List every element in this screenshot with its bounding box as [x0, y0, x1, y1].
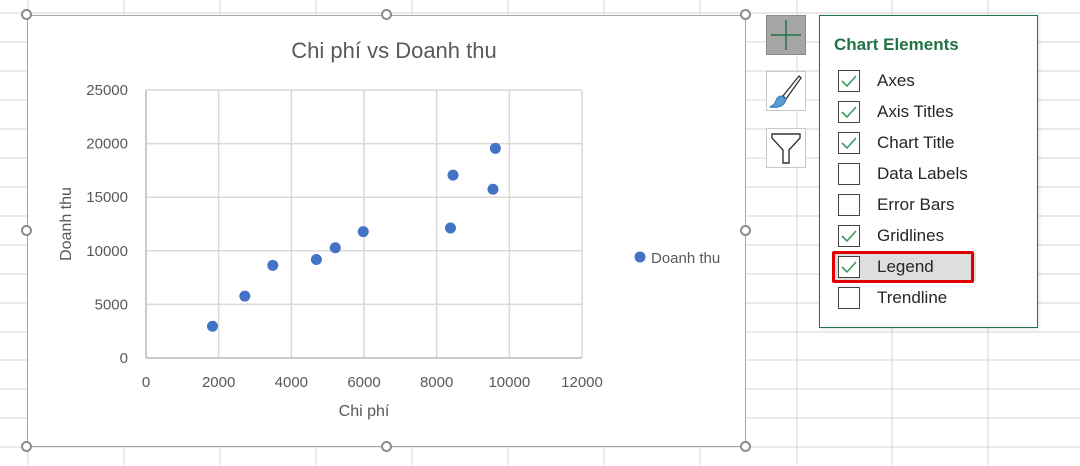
chart-element-gridlines[interactable]: Gridlines: [833, 222, 976, 250]
plus-icon: [771, 20, 801, 50]
x-tick-label: 8000: [420, 374, 453, 391]
x-tick-label: 12000: [561, 374, 603, 391]
data-point[interactable]: [489, 142, 501, 154]
checkbox[interactable]: [838, 194, 860, 216]
checkmark-icon: [841, 230, 857, 243]
chart-element-trendline[interactable]: Trendline: [833, 284, 976, 312]
chart-title[interactable]: Chi phí vs Doanh thu: [291, 38, 496, 63]
resize-handle-bottom-right[interactable]: [740, 441, 751, 452]
panel-title: Chart Elements: [834, 35, 959, 54]
x-tick-label: 4000: [275, 374, 308, 391]
chart-element-data-labels[interactable]: Data Labels: [833, 160, 976, 188]
checkbox[interactable]: [838, 287, 860, 309]
chart-area[interactable]: Chi phí vs Doanh thu 0 2000 4000 6000 8000 100…: [27, 15, 746, 447]
checkmark-icon: [841, 75, 857, 88]
y-tick-label: 25000: [86, 82, 128, 99]
checkmark-icon: [841, 137, 857, 150]
legend-highlight-box: [832, 251, 974, 283]
data-point[interactable]: [206, 320, 218, 332]
data-point[interactable]: [357, 226, 369, 238]
resize-handle-bottom[interactable]: [381, 441, 392, 452]
chart-element-label: Axis Titles: [877, 102, 954, 121]
checkbox[interactable]: [838, 163, 860, 185]
scatter-plot: Chi phí vs Doanh thu 0 2000 4000 6000 8000 100…: [58, 38, 720, 420]
chart-element-axis-titles[interactable]: Axis Titles: [833, 98, 976, 126]
data-point[interactable]: [444, 222, 456, 234]
x-tick-label: 10000: [488, 374, 530, 391]
chart-element-label: Gridlines: [877, 226, 945, 245]
checkmark-icon: [841, 106, 857, 119]
y-tick-label: 5000: [95, 296, 128, 313]
chart-elements-button[interactable]: [766, 15, 806, 55]
resize-handle-right[interactable]: [740, 225, 751, 236]
x-tick-label: 2000: [202, 374, 235, 391]
resize-handle-left[interactable]: [21, 225, 32, 236]
data-point[interactable]: [329, 242, 341, 254]
chart-element-legend[interactable]: Legend: [833, 253, 976, 281]
y-tick-label: 15000: [86, 189, 128, 206]
y-tick-label: 10000: [86, 243, 128, 260]
chart-element-chart-title[interactable]: Chart Title: [833, 129, 976, 157]
chart-styles-button[interactable]: [766, 71, 806, 111]
resize-handle-top-right[interactable]: [740, 9, 751, 20]
chart-element-label: Data Labels: [877, 164, 968, 183]
chart-element-label: Trendline: [877, 288, 948, 307]
chart-elements-panel: Chart Elements Axes Axis Titles Chart Titl…: [819, 15, 1038, 328]
chart-element-axes[interactable]: Axes: [833, 67, 976, 95]
data-point[interactable]: [267, 259, 279, 271]
chart-element-label: Axes: [877, 71, 915, 90]
chart-element-label: Error Bars: [877, 195, 955, 214]
paintbrush-icon: [768, 75, 802, 108]
resize-handle-bottom-left[interactable]: [21, 441, 32, 452]
checkbox[interactable]: [838, 132, 860, 154]
data-point[interactable]: [310, 253, 322, 265]
resize-handle-top-left[interactable]: [21, 9, 32, 20]
legend-label[interactable]: Doanh thu: [651, 250, 720, 267]
data-point[interactable]: [239, 290, 251, 302]
legend-marker: [634, 251, 646, 263]
chart-filters-button[interactable]: [766, 128, 806, 168]
x-axis-title[interactable]: Chi phí: [339, 403, 390, 420]
x-tick-label: 6000: [347, 374, 380, 391]
chart-element-error-bars[interactable]: Error Bars: [833, 191, 976, 219]
checkbox[interactable]: [838, 256, 860, 278]
funnel-icon: [771, 133, 801, 164]
x-tick-label: 0: [142, 374, 150, 391]
y-tick-label: 20000: [86, 136, 128, 153]
resize-handle-top[interactable]: [381, 9, 392, 20]
checkmark-icon: [841, 261, 857, 274]
chart-element-label: Legend: [877, 257, 934, 276]
y-tick-label: 0: [120, 350, 128, 367]
checkbox[interactable]: [838, 225, 860, 247]
chart-element-label: Chart Title: [877, 133, 955, 152]
checkbox[interactable]: [838, 101, 860, 123]
data-point[interactable]: [487, 183, 499, 195]
y-axis-title[interactable]: Doanh thu: [58, 187, 75, 261]
data-point[interactable]: [447, 169, 459, 181]
checkbox[interactable]: [838, 70, 860, 92]
